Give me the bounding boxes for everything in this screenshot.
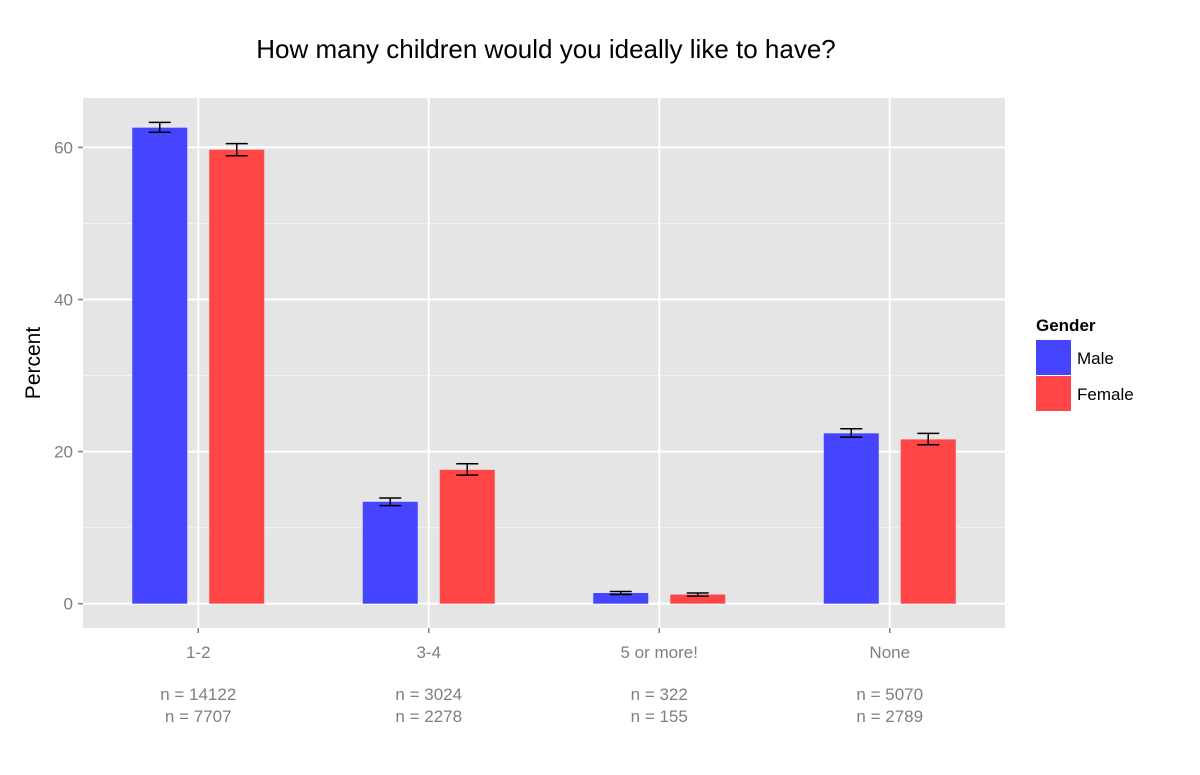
bar-female-0	[209, 149, 265, 604]
y-axis-label: Percent	[22, 327, 45, 400]
x-tick-label: 1-2	[186, 643, 211, 662]
y-tick-label: 0	[64, 595, 73, 614]
y-axis: 0 20 40 60	[54, 138, 83, 614]
legend-label-female: Female	[1077, 385, 1134, 404]
legend-title: Gender	[1036, 316, 1096, 335]
bars	[132, 127, 956, 604]
bar-female-3	[900, 439, 956, 604]
y-tick-label: 20	[54, 443, 73, 462]
bar-male-0	[132, 127, 188, 604]
y-tick-label: 60	[54, 138, 73, 157]
n-label-female: n = 7707	[165, 707, 232, 726]
x-axis: 1-2 3-4 5 or more! None	[186, 628, 910, 662]
error-bar-female-3	[917, 432, 940, 446]
x-tick-label: 3-4	[416, 643, 441, 662]
x-tick-label: None	[869, 643, 910, 662]
chart-title: How many children would you ideally like…	[256, 34, 836, 64]
legend-label-male: Male	[1077, 349, 1114, 368]
n-label-male: n = 322	[631, 685, 688, 704]
legend-swatch-female	[1036, 376, 1071, 411]
bar-male-3	[823, 433, 879, 604]
bar-female-2	[670, 594, 726, 604]
error-bar-male-2	[609, 590, 632, 596]
error-bar-male-0	[148, 121, 171, 133]
error-bar-female-2	[686, 592, 709, 597]
n-label-female: n = 2789	[856, 707, 923, 726]
error-bar-male-3	[840, 428, 863, 438]
legend: Gender Male Female	[1036, 316, 1134, 411]
x-tick-label: 5 or more!	[621, 643, 698, 662]
n-label-male: n = 5070	[856, 685, 923, 704]
n-label-male: n = 3024	[395, 685, 462, 704]
n-label-female: n = 155	[631, 707, 688, 726]
error-bar-female-1	[456, 463, 479, 476]
n-label-female: n = 2278	[395, 707, 462, 726]
y-tick-label: 40	[54, 291, 73, 310]
bar-female-1	[439, 469, 495, 604]
sample-size-labels: n = 14122 n = 7707 n = 3024 n = 2278 n = 322…	[160, 685, 923, 726]
error-bar-female-0	[225, 142, 248, 157]
bar-male-1	[362, 501, 418, 604]
legend-swatch-male	[1036, 340, 1071, 375]
error-bars	[148, 121, 940, 597]
n-label-male: n = 14122	[160, 685, 236, 704]
bar-male-2	[593, 593, 649, 604]
error-bar-male-1	[379, 497, 402, 507]
